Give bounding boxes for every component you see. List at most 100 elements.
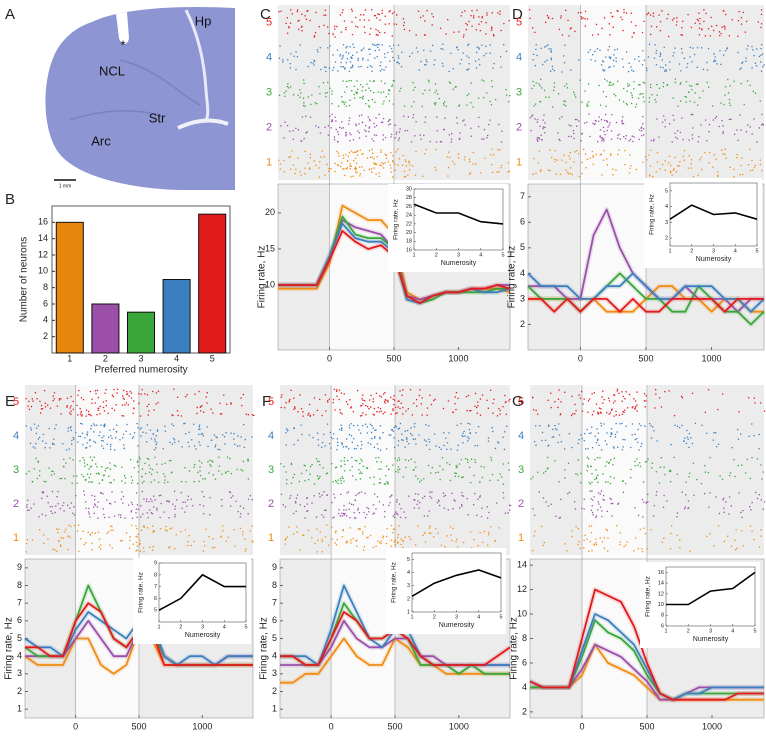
spike xyxy=(573,501,576,503)
spike xyxy=(673,17,675,20)
spike xyxy=(384,162,386,164)
spike xyxy=(578,175,581,178)
spike xyxy=(385,157,388,159)
spike xyxy=(67,548,69,551)
spike xyxy=(151,500,153,503)
spike xyxy=(609,81,612,83)
spike xyxy=(463,430,465,432)
spike xyxy=(379,425,381,427)
spike xyxy=(740,23,743,25)
spike xyxy=(375,134,378,136)
spike xyxy=(415,475,417,477)
spike xyxy=(687,506,690,509)
spike xyxy=(319,530,321,533)
spike xyxy=(628,84,631,86)
spike xyxy=(201,491,203,493)
spike xyxy=(39,529,41,531)
spike xyxy=(174,514,176,516)
spike xyxy=(374,436,376,438)
spike xyxy=(568,433,570,435)
spike xyxy=(435,148,437,151)
spike xyxy=(379,478,381,480)
spike xyxy=(141,490,143,493)
spike xyxy=(292,130,294,132)
spike xyxy=(723,540,725,543)
spike xyxy=(329,45,331,47)
spike xyxy=(388,100,391,102)
spike xyxy=(87,531,89,533)
y-tick-label: 2 xyxy=(272,686,277,696)
spike xyxy=(505,50,508,53)
spike xyxy=(321,446,323,449)
spike xyxy=(481,44,483,46)
spike xyxy=(169,528,171,530)
spike xyxy=(760,535,762,537)
spike xyxy=(370,90,372,92)
spike xyxy=(137,533,139,535)
spike xyxy=(541,439,543,442)
spike xyxy=(586,464,588,467)
spike xyxy=(604,440,606,442)
spike xyxy=(242,470,244,472)
spike xyxy=(28,400,30,403)
spike xyxy=(139,458,141,460)
ventricle xyxy=(184,9,210,123)
spike xyxy=(321,414,323,417)
spike xyxy=(308,403,311,406)
spike xyxy=(656,84,658,86)
spike xyxy=(413,507,416,509)
spike xyxy=(605,158,608,160)
spike xyxy=(597,509,599,511)
spike xyxy=(342,446,345,448)
spike xyxy=(35,427,38,429)
spike xyxy=(417,525,419,527)
spike xyxy=(690,159,693,161)
spike xyxy=(342,56,344,58)
spike xyxy=(749,525,752,527)
spike xyxy=(583,498,585,501)
spike xyxy=(426,61,428,63)
spike xyxy=(99,405,101,407)
spike xyxy=(94,532,96,534)
spike xyxy=(111,437,113,440)
spike xyxy=(355,25,357,27)
spike xyxy=(412,438,415,440)
spike xyxy=(656,118,658,120)
spike xyxy=(312,436,314,439)
spike xyxy=(54,427,56,430)
spike xyxy=(470,127,472,129)
spike xyxy=(346,160,349,162)
spike xyxy=(422,92,424,95)
inset-y-tick-label: 24 xyxy=(406,213,412,219)
spike xyxy=(428,532,431,534)
spike xyxy=(124,517,126,519)
spike xyxy=(357,130,359,132)
spike xyxy=(349,132,351,134)
spike xyxy=(292,476,294,479)
spike xyxy=(731,447,733,449)
spike xyxy=(350,79,352,82)
spike xyxy=(45,481,47,483)
spike xyxy=(655,471,657,473)
spike xyxy=(86,433,88,435)
spike xyxy=(88,468,90,470)
spike xyxy=(603,130,605,133)
spike xyxy=(390,429,393,431)
spike xyxy=(398,400,400,402)
y-tick-label: 3 xyxy=(272,668,277,678)
spike xyxy=(451,132,453,135)
raster-row xyxy=(530,456,764,485)
spike xyxy=(608,124,610,126)
spike xyxy=(588,398,591,400)
spike xyxy=(52,395,54,397)
spike xyxy=(640,130,643,132)
spike xyxy=(326,423,329,425)
stimulus-window xyxy=(75,385,139,555)
spike xyxy=(402,546,404,549)
spike xyxy=(434,398,436,401)
spike xyxy=(728,102,731,104)
spike xyxy=(622,101,625,103)
spike xyxy=(40,408,43,410)
spike xyxy=(738,411,740,413)
spike xyxy=(618,99,621,101)
